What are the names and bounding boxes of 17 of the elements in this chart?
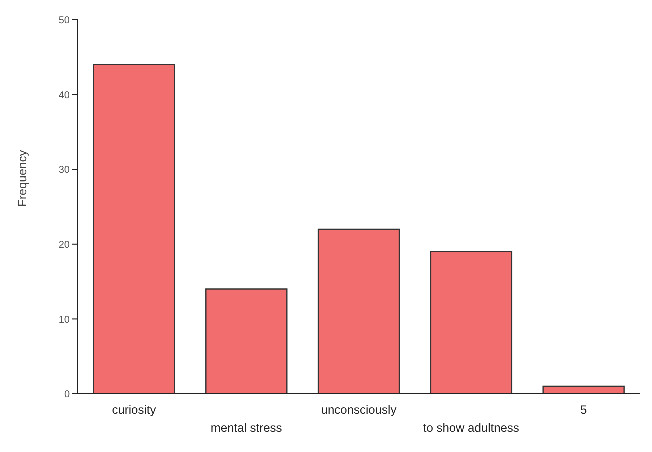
bar (430, 251, 513, 394)
x-tick-label: 5 (580, 403, 588, 417)
x-tick-label: unconsciously (321, 403, 397, 417)
y-tick-label: 0 (64, 390, 70, 401)
y-tick-label: 40 (58, 90, 70, 102)
y-axis-title: Frequency (15, 150, 30, 207)
y-tick-label: 30 (58, 165, 70, 176)
bar (93, 64, 176, 394)
x-tick-label: curiosity (112, 403, 156, 417)
y-tick-label: 10 (58, 314, 70, 326)
y-tick-label: 50 (58, 16, 70, 27)
bar (318, 228, 400, 394)
y-tick-label: 20 (58, 240, 70, 251)
x-tick-label: mental stress (210, 421, 282, 435)
bar (542, 386, 625, 394)
bar (206, 288, 288, 394)
x-tick-label: to show adultness (423, 421, 520, 435)
